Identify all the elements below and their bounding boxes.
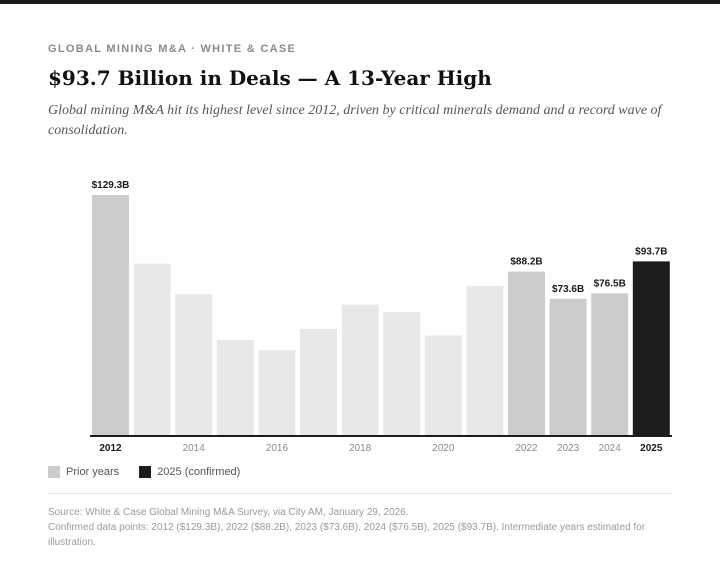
- bar-2019: [383, 312, 421, 436]
- x-axis-ticks-layer: 2012 2014 2016 2018 2020 2022 2023 2024 2025: [99, 443, 662, 454]
- bars-layer: [92, 195, 670, 436]
- x-tick-2025: 2025: [640, 443, 663, 454]
- bar-2020: [424, 335, 462, 436]
- legend-label-prior: Prior years: [66, 466, 120, 478]
- value-label-2022: $88.2B: [510, 257, 542, 268]
- confirmed-data-note: Confirmed data points: 2012 ($129.3B), 2…: [48, 522, 646, 548]
- bar-2018: [341, 304, 379, 436]
- value-label-2024: $76.5B: [594, 278, 626, 289]
- kicker: GLOBAL MINING M&A · WHITE & CASE: [48, 43, 297, 55]
- x-tick-2020: 2020: [432, 443, 455, 454]
- top-rule: [0, 0, 720, 4]
- x-tick-2012: 2012: [99, 443, 122, 454]
- value-label-2012: $129.3B: [92, 180, 130, 191]
- value-label-2025: $93.7B: [635, 246, 667, 257]
- bar-chart: $129.3B $88.2B $73.6B $76.5B $93.7B 2012 2014…: [90, 180, 672, 454]
- bar-2015: [216, 340, 254, 436]
- x-tick-2014: 2014: [183, 443, 206, 454]
- bar-2012: [92, 195, 129, 436]
- x-tick-2023: 2023: [557, 443, 580, 454]
- legend-label-current: 2025 (confirmed): [157, 466, 241, 478]
- bar-2024: [591, 293, 629, 436]
- legend-swatch-current: [139, 466, 152, 478]
- value-labels-layer: $129.3B $88.2B $73.6B $76.5B $93.7B: [92, 180, 668, 295]
- x-tick-2018: 2018: [349, 443, 372, 454]
- bar-2022: [508, 271, 545, 436]
- source-line: Source: White & Case Global Mining M&A S…: [48, 507, 409, 518]
- chart-subtitle: Global mining M&A hit its highest level …: [48, 103, 662, 138]
- legend-item-current: 2025 (confirmed): [139, 466, 240, 478]
- legend-item-prior: Prior years: [48, 466, 119, 478]
- bar-2025: [632, 261, 670, 436]
- bar-2016: [258, 350, 296, 436]
- bar-2014: [175, 294, 213, 436]
- bar-2017: [300, 328, 337, 436]
- source-note: Source: White & Case Global Mining M&A S…: [48, 505, 672, 550]
- legend: Prior years 2025 (confirmed): [48, 466, 260, 478]
- x-tick-2024: 2024: [599, 443, 622, 454]
- x-tick-2016: 2016: [266, 443, 289, 454]
- value-label-2023: $73.6B: [552, 284, 584, 295]
- bar-2013: [133, 263, 171, 436]
- divider: [48, 493, 672, 494]
- bar-2023: [549, 298, 587, 436]
- chart-title: $93.7 Billion in Deals — A 13-Year High: [48, 66, 492, 90]
- legend-swatch-prior: [48, 466, 60, 478]
- bar-2021: [466, 286, 504, 436]
- x-tick-2022: 2022: [515, 443, 538, 454]
